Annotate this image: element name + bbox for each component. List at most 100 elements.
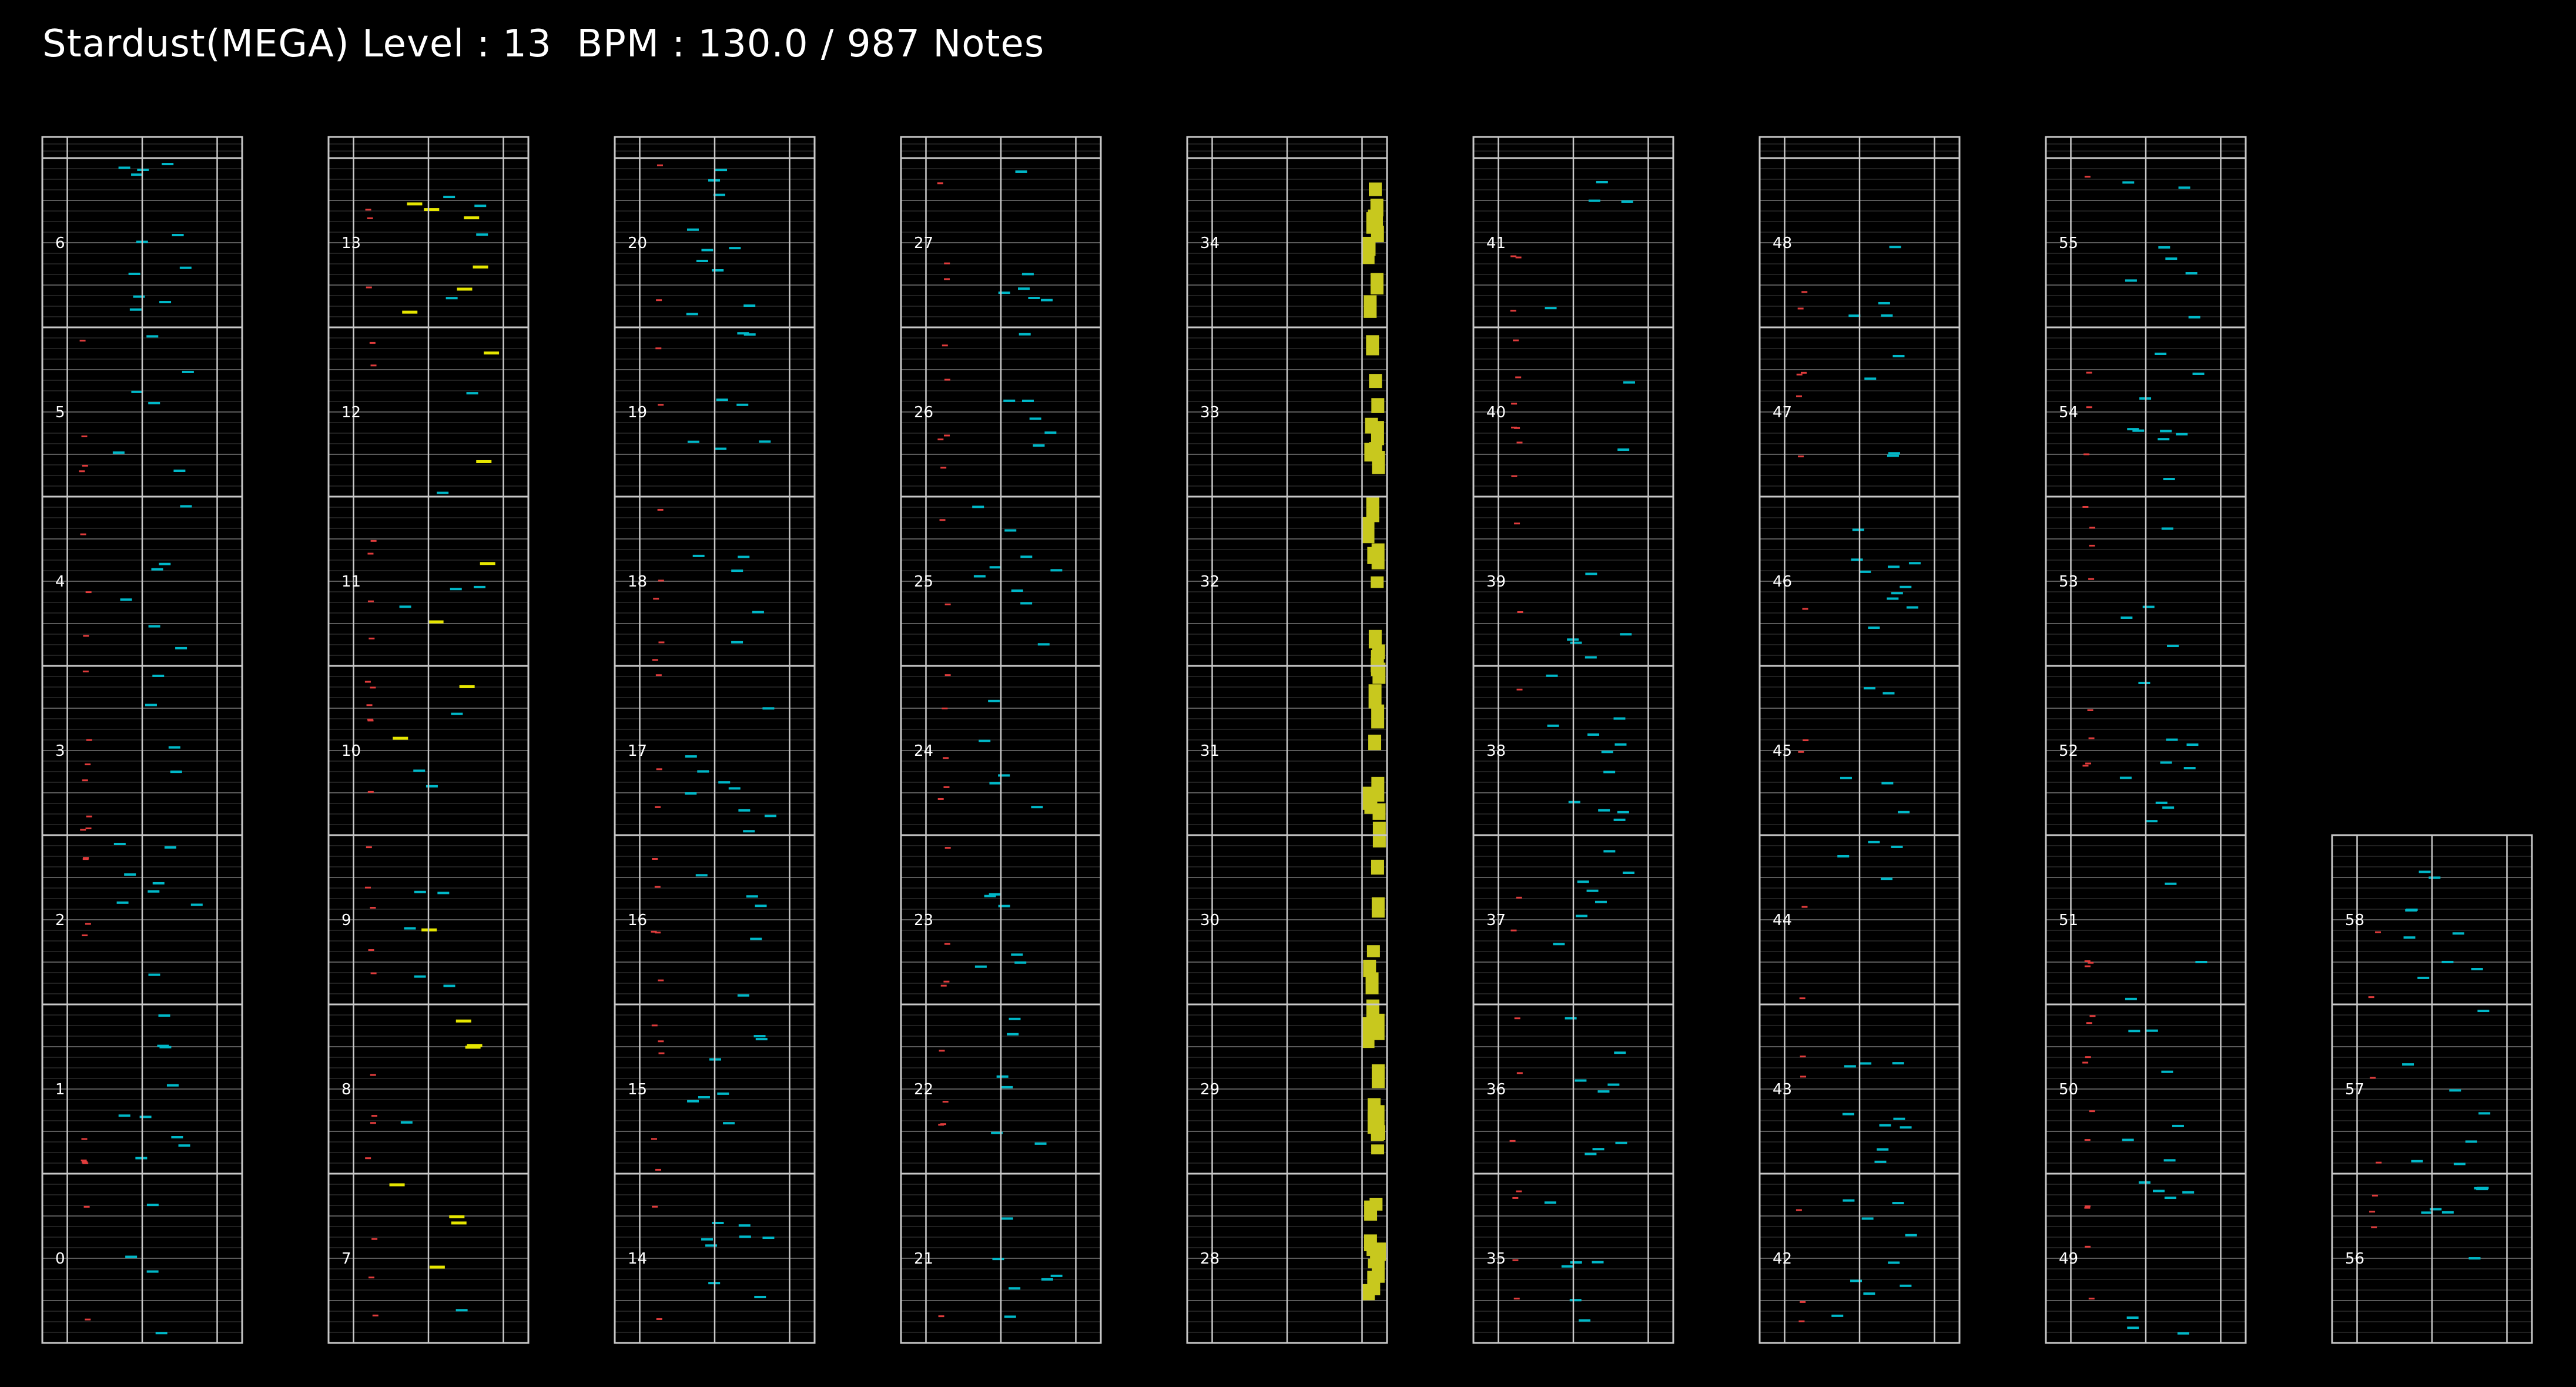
tap-note-red — [651, 930, 657, 933]
tap-note-cyan — [118, 1114, 130, 1117]
tap-note-cyan — [738, 1224, 751, 1227]
measure-number: 20 — [628, 234, 647, 252]
tap-note-cyan — [1850, 1279, 1863, 1282]
tap-note-red — [658, 641, 665, 644]
tap-note-cyan — [2468, 1257, 2481, 1260]
tap-note-red — [367, 790, 374, 793]
tap-note-cyan — [1874, 1160, 1887, 1163]
tap-note-red — [370, 972, 377, 974]
tap-note-cyan — [1877, 1148, 1889, 1151]
tap-note-yellow — [424, 208, 440, 212]
tap-note-red — [943, 786, 950, 788]
measure-number: 42 — [1773, 1250, 1792, 1268]
tap-note-red — [1796, 373, 1803, 376]
hold-note — [1371, 576, 1384, 588]
tap-note-cyan — [2161, 1070, 2173, 1073]
tap-note-cyan — [1001, 1217, 1013, 1220]
tap-note-cyan — [128, 272, 140, 275]
tap-note-red — [364, 681, 371, 683]
tap-note-cyan — [1601, 751, 1613, 753]
tap-note-cyan — [738, 809, 751, 812]
tap-note-red — [658, 979, 664, 981]
tap-note-cyan — [2182, 1191, 2195, 1194]
column-frame — [614, 136, 816, 1344]
tap-note-cyan — [762, 707, 775, 710]
hold-note — [1366, 335, 1379, 356]
measure-number: 36 — [1486, 1081, 1506, 1098]
tap-note-red — [370, 364, 377, 367]
tap-note-red — [1796, 395, 1802, 397]
tap-note-cyan — [182, 370, 194, 373]
tap-note-cyan — [737, 332, 749, 335]
hold-note — [1371, 1013, 1385, 1040]
tap-note-cyan — [2125, 997, 2137, 1000]
tap-note-red — [1512, 1197, 1519, 1199]
tap-note-red — [940, 467, 947, 469]
tap-note-cyan — [1879, 1124, 1891, 1127]
tap-note-red — [1510, 255, 1517, 257]
tap-note-cyan — [1617, 448, 1630, 451]
tap-note-cyan — [1888, 565, 1900, 568]
tap-note-red — [1511, 475, 1518, 477]
tap-note-cyan — [171, 1135, 183, 1138]
tap-note-red — [658, 1052, 665, 1054]
tap-note-cyan — [738, 555, 750, 558]
tap-note-cyan — [1597, 1090, 1610, 1093]
tap-note-red — [944, 378, 950, 381]
tap-note-cyan — [1546, 674, 1558, 677]
tap-note-red — [2369, 1211, 2376, 1213]
tap-note-cyan — [2127, 1326, 2139, 1329]
tap-note-red — [1800, 1301, 1806, 1303]
tap-note-red — [1800, 1076, 1807, 1078]
tap-note-red — [656, 164, 663, 166]
column-frame — [1186, 136, 1388, 1344]
tap-note-yellow — [484, 351, 500, 355]
measure-number: 55 — [2059, 234, 2078, 252]
tap-note-cyan — [729, 247, 741, 250]
tap-note-cyan — [178, 1144, 190, 1147]
tap-note-red — [940, 984, 947, 987]
tap-note-red — [81, 1161, 88, 1163]
tap-note-red — [82, 779, 88, 782]
tap-note-cyan — [1570, 641, 1582, 644]
measure-number: 7 — [341, 1250, 351, 1268]
tap-note-yellow — [393, 736, 408, 740]
tap-note-red — [368, 949, 374, 952]
tap-note-cyan — [133, 295, 145, 298]
tap-note-cyan — [2127, 428, 2139, 431]
tap-note-cyan — [1837, 855, 1850, 857]
tap-note-red — [81, 1138, 88, 1140]
tap-note-cyan — [1592, 1261, 1604, 1264]
tap-note-cyan — [687, 440, 699, 443]
measure-number: 56 — [2345, 1250, 2364, 1268]
tap-note-cyan — [168, 746, 180, 749]
tap-note-cyan — [2161, 527, 2173, 530]
hold-note — [1370, 199, 1384, 217]
tap-note-cyan — [1613, 717, 1626, 720]
tap-note-cyan — [1004, 529, 1017, 532]
tap-note-cyan — [157, 1044, 169, 1047]
column-frame — [1758, 136, 1961, 1344]
tap-note-cyan — [1863, 687, 1875, 690]
tap-note-cyan — [1576, 914, 1588, 917]
hold-note — [1369, 374, 1382, 388]
tap-note-yellow — [407, 202, 423, 206]
tap-note-yellow — [428, 620, 444, 624]
tap-note-red — [2085, 1056, 2091, 1058]
tap-note-cyan — [137, 168, 149, 171]
tap-note-cyan — [451, 712, 463, 715]
tap-note-cyan — [2478, 1112, 2491, 1115]
tap-note-cyan — [2428, 876, 2441, 879]
tap-note-cyan — [2122, 1138, 2134, 1141]
tap-note-red — [1509, 1140, 1516, 1142]
tap-note-cyan — [166, 1084, 179, 1087]
tap-note-cyan — [2160, 430, 2172, 433]
tap-note-cyan — [162, 163, 174, 166]
tap-note-red — [651, 1138, 657, 1140]
tap-note-red — [652, 659, 658, 661]
tap-note-red — [1513, 339, 1519, 341]
tap-note-cyan — [1545, 307, 1557, 310]
tap-note-cyan — [1842, 1113, 1854, 1115]
tap-note-cyan — [1878, 301, 1890, 304]
